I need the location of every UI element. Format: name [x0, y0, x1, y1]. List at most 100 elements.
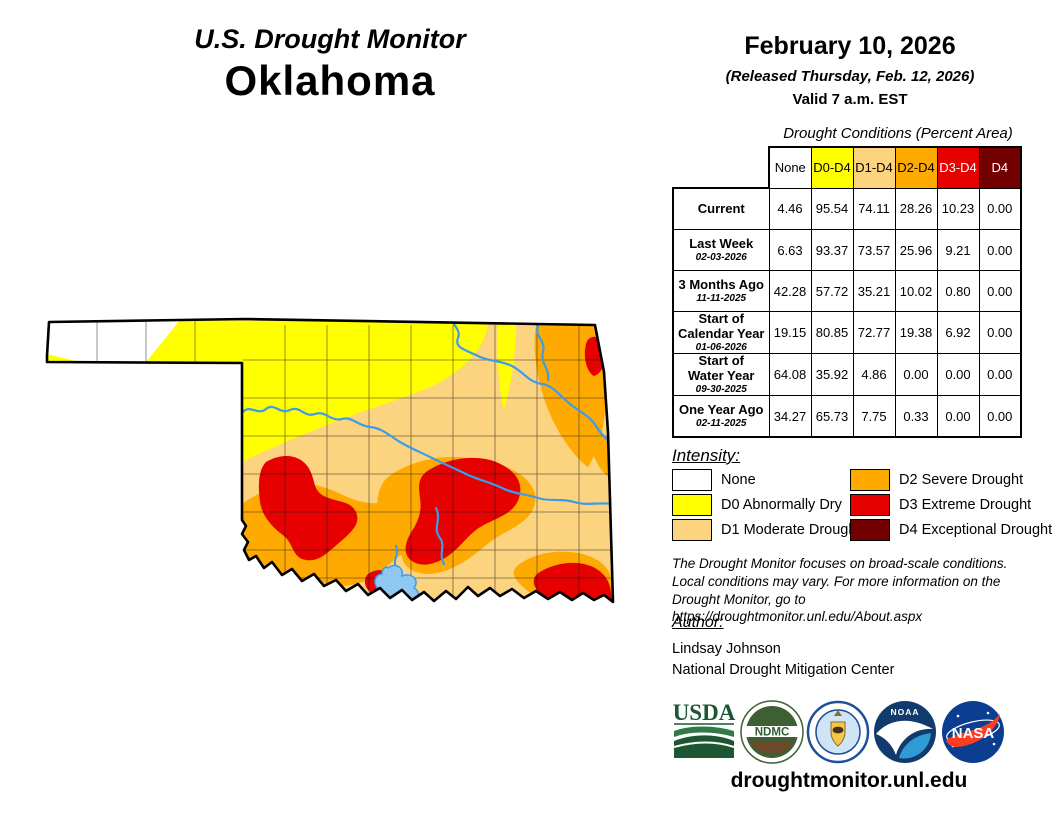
value-cell: 74.11	[852, 187, 896, 230]
row-label: 3 Months Ago 11-11-2025	[672, 270, 770, 312]
col-header-d1-d4: D1-D4	[852, 146, 896, 189]
d0-region-ne-strip	[497, 324, 516, 410]
table-row: Start of Water Year 09-30-2025 64.08 35.9…	[672, 353, 1022, 397]
value-cell: 4.46	[768, 187, 812, 230]
value-cell: 0.00	[936, 395, 980, 439]
conditions-table: None D0-D4 D1-D4 D2-D4 D3-D4 D4 Current …	[672, 146, 1022, 439]
date-block: February 10, 2026 (Released Thursday, Fe…	[660, 32, 1040, 108]
noaa-logo: NOAA	[873, 700, 937, 764]
value-cell: 42.28	[768, 270, 812, 312]
table-row: Current 4.46 95.54 74.11 28.26 10.23 0.0…	[672, 187, 1022, 230]
ndmc-logo: NDMC	[740, 700, 804, 764]
value-cell: 0.00	[978, 395, 1022, 439]
disclaimer-line: Local conditions may vary. For more info…	[672, 573, 1001, 589]
legend-item: D1 Moderate Drought	[672, 518, 860, 541]
table-corner-cell	[673, 147, 769, 188]
d2-swatch	[850, 468, 890, 491]
intensity-legend-right: D2 Severe Drought D3 Extreme Drought D4 …	[850, 468, 1052, 544]
value-cell: 73.57	[852, 229, 896, 271]
usda-logo-text: USDA	[673, 700, 736, 725]
d3-region-southwest	[258, 455, 358, 561]
row-label: Start of Calendar Year 01-06-2026	[672, 310, 770, 355]
value-cell: 93.37	[810, 229, 854, 271]
canadian-river	[241, 405, 613, 506]
value-cell: 0.00	[936, 353, 980, 397]
state-name: Oklahoma	[224, 57, 436, 104]
row-label: Start of Water Year 09-30-2025	[672, 353, 770, 397]
value-cell: 34.27	[768, 395, 812, 439]
value-cell: 4.86	[852, 353, 896, 397]
report-date: February 10, 2026	[744, 32, 956, 60]
value-cell: 0.00	[978, 187, 1022, 230]
value-cell: 72.77	[852, 310, 896, 355]
state-outline	[45, 317, 615, 604]
value-cell: 0.00	[978, 270, 1022, 312]
cimarron-arkansas-river	[451, 319, 613, 448]
usda-logo: USDA	[672, 700, 736, 764]
value-cell: 6.92	[936, 310, 980, 355]
value-cell: 10.02	[894, 270, 938, 312]
col-header-d0-d4: D0-D4	[810, 146, 854, 189]
disclaimer-line: Drought Monitor, go to https://droughtmo…	[672, 591, 923, 625]
value-cell: 28.26	[894, 187, 938, 230]
author-org: National Drought Mitigation Center	[672, 662, 895, 678]
d0-sliver-panhandle	[47, 354, 80, 362]
valid-time: Valid 7 a.m. EST	[792, 91, 908, 108]
footer-url: droughtmonitor.unl.edu	[730, 769, 968, 792]
value-cell: 7.75	[852, 395, 896, 439]
legend-item: D0 Abnormally Dry	[672, 493, 860, 516]
value-cell: 0.00	[978, 353, 1022, 397]
value-cell: 0.33	[894, 395, 938, 439]
d0-region-north	[47, 319, 488, 462]
value-cell: 0.00	[978, 310, 1022, 355]
value-cell: 80.85	[810, 310, 854, 355]
table-title: Drought Conditions (Percent Area)	[783, 125, 1013, 142]
row-label: Last Week 02-03-2026	[672, 229, 770, 271]
table-header-row: None D0-D4 D1-D4 D2-D4 D3-D4 D4	[673, 146, 1022, 189]
author-section: Author: Lindsay Johnson National Drought…	[672, 614, 894, 678]
value-cell: 19.38	[894, 310, 938, 355]
d3-region-southeast	[533, 562, 612, 602]
author-name: Lindsay Johnson	[672, 641, 781, 657]
value-cell: 6.63	[768, 229, 812, 271]
table-row: Start of Calendar Year 01-06-2026 19.15 8…	[672, 310, 1022, 355]
value-cell: 65.73	[810, 395, 854, 439]
table-row: 3 Months Ago 11-11-2025 42.28 57.72 35.21…	[672, 270, 1022, 312]
oklahoma-map-svg	[45, 317, 615, 604]
value-cell: 35.92	[810, 353, 854, 397]
value-cell: 25.96	[894, 229, 938, 271]
col-header-d2-d4: D2-D4	[894, 146, 938, 189]
legend-item: D4 Exceptional Drought	[850, 518, 1052, 541]
legend-item: D3 Extreme Drought	[850, 493, 1052, 516]
intensity-legend-title: Intensity:	[672, 446, 741, 465]
legend-item: D2 Severe Drought	[850, 468, 1052, 491]
value-cell: 57.72	[810, 270, 854, 312]
table-row: Last Week 02-03-2026 6.63 93.37 73.57 25.…	[672, 229, 1022, 271]
author-heading: Author:	[672, 614, 724, 631]
d4-swatch	[850, 518, 890, 541]
doi-logo	[806, 700, 870, 764]
noaa-logo-text: NOAA	[890, 707, 919, 717]
d3-swatch	[850, 493, 890, 516]
value-cell: 19.15	[768, 310, 812, 355]
value-cell: 35.21	[852, 270, 896, 312]
ndmc-logo-text: NDMC	[755, 727, 790, 739]
col-header-d4: D4	[978, 146, 1022, 189]
table-row: One Year Ago 02-11-2025 34.27 65.73 7.75 …	[672, 395, 1022, 439]
value-cell: 64.08	[768, 353, 812, 397]
county-lines	[96, 320, 613, 602]
drought-map	[38, 312, 650, 617]
row-label: One Year Ago 02-11-2025	[672, 395, 770, 439]
d0-swatch	[672, 493, 712, 516]
value-cell: 0.00	[978, 229, 1022, 271]
nasa-logo: NASA	[941, 700, 1005, 764]
grand-river	[536, 324, 550, 382]
report-title: U.S. Drought Monitor	[194, 24, 466, 54]
d1-swatch	[672, 518, 712, 541]
intensity-legend-left: None D0 Abnormally Dry D1 Moderate Droug…	[672, 468, 860, 544]
disclaimer-line: The Drought Monitor focuses on broad-sca…	[672, 556, 1008, 571]
value-cell: 0.00	[894, 353, 938, 397]
value-cell: 10.23	[936, 187, 980, 230]
value-cell: 9.21	[936, 229, 980, 271]
